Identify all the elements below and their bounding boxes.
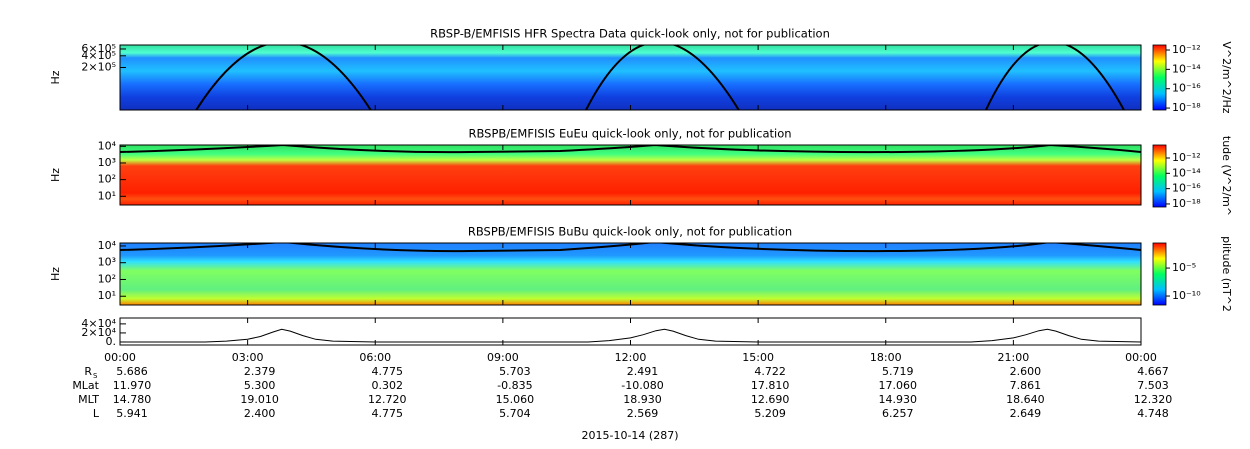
gyro-curves [195,45,1126,110]
ephemeris-value: 4.667 [1137,365,1169,378]
x-tick-label: 12:00 [615,351,647,364]
x-tick-label: 21:00 [998,351,1030,364]
y-tick-label: 10³ [98,156,116,169]
ephemeris-value: 5.941 [116,407,148,420]
ephemeris-value: 6.257 [882,407,914,420]
x-tick-label: 00:00 [1125,351,1157,364]
gyro-curves [120,243,1141,253]
y-axis-label: Hz [49,70,62,84]
ephemeris-value: 4.775 [372,365,404,378]
y-tick-label: 4×10⁴ [81,317,116,330]
y-tick-label: 10² [98,173,116,186]
ephemeris-label: L [93,407,100,420]
y-tick-label: 4×10⁵ [81,49,116,62]
ephemeris-value: 5.209 [754,407,786,420]
ephemeris-value: 2.600 [1010,365,1042,378]
spectrogram [120,243,1141,305]
colorbar-tick-label: 10⁻¹⁸ [1172,101,1201,114]
spectrogram-images [120,45,1141,305]
colorbar-label: plitude (nT^2 [1220,236,1233,312]
x-axis-label: 2015-10-14 (287) [581,429,678,442]
spectrogram [120,45,1141,110]
ephemeris-label-sub: S [93,372,98,380]
ephemeris-value: 19.010 [240,393,279,406]
ephemeris-value: 4.748 [1137,407,1169,420]
colorbar-tick-label: 10⁻¹⁰ [1172,289,1201,302]
colorbar [1152,44,1167,111]
colorbar-tick-label: 10⁻⁵ [1172,261,1196,274]
y-tick-label: 10¹ [98,289,116,302]
x-tick-label: 15:00 [742,351,774,364]
ephemeris-value: 5.300 [244,379,276,392]
panel-title: RBSP-B/EMFISIS HFR Spectra Data quick-lo… [430,27,830,41]
ephemeris-label: MLat [72,379,99,392]
ephemeris-value: 18.930 [623,393,662,406]
colorbar [1152,144,1167,208]
ephemeris-value: 0.302 [372,379,404,392]
x-tick-label: 18:00 [870,351,902,364]
ephemeris-label: MLT [78,393,99,406]
x-tick-label: 09:00 [487,351,519,364]
ephemeris-label: R [84,365,92,378]
colorbar [1152,242,1167,306]
ephemeris-value: -10.080 [621,379,663,392]
y-tick-label: 2×10⁵ [81,60,116,73]
ephemeris-value: 15.060 [496,393,535,406]
ephemeris-value: 18.640 [1006,393,1045,406]
ephemeris-value: 5.704 [499,407,531,420]
ephemeris-value: 11.970 [113,379,152,392]
ephemeris-value: 4.722 [754,365,786,378]
ephemeris-value: 14.780 [113,393,152,406]
y-axis-label: Hz [49,168,62,182]
colorbar-tick-label: 10⁻¹⁴ [1172,62,1201,75]
ephemeris-value: -0.835 [497,379,532,392]
y-tick-label: 0. [106,335,117,348]
x-tick-label: 06:00 [359,351,391,364]
colorbar-label: V^2/m^2/Hz [1220,41,1233,113]
colorbar-tick-label: 10⁻¹⁴ [1172,166,1201,179]
ephemeris-value: 7.503 [1137,379,1169,392]
ephemeris-value: 12.720 [368,393,407,406]
spectrogram [120,145,1141,205]
y-tick-label: 10⁴ [98,239,117,252]
ephemeris-value: 4.775 [372,407,404,420]
ephemeris-value: 17.060 [879,379,918,392]
ephemeris-value: 2.569 [627,407,659,420]
colorbar-tick-label: 10⁻¹² [1172,151,1201,164]
ephemeris-value: 14.930 [879,393,918,406]
ephemeris-value: 5.719 [882,365,914,378]
ephemeris-value: 7.861 [1010,379,1042,392]
ephemeris-value: 2.379 [244,365,276,378]
y-axis-label: Hz [49,267,62,281]
panel-title: RBSPB/EMFISIS EuEu quick-look only, not … [468,127,791,141]
panel-title: RBSPB/EMFISIS BuBu quick-look only, not … [468,225,792,239]
ephemeris-value: 2.491 [627,365,659,378]
ephemeris-value: 2.649 [1010,407,1042,420]
y-tick-label: 10² [98,272,116,285]
ephemeris-value: 17.810 [751,379,790,392]
y-tick-label: 10¹ [98,189,116,202]
y-tick-label: 10³ [98,256,116,269]
y-tick-label: 6×10⁵ [81,42,116,55]
ephemeris-value: 12.690 [751,393,790,406]
colorbar-label: tude (V^2/m^ [1220,136,1233,216]
ephemeris-value: 12.320 [1134,393,1173,406]
ephemeris-value: 5.686 [116,365,148,378]
colorbar-tick-label: 10⁻¹⁶ [1172,182,1201,195]
ephemeris-value: 2.400 [244,407,276,420]
line [120,328,1142,343]
ephemeris-value: 5.703 [499,365,531,378]
colorbar-tick-label: 10⁻¹² [1172,43,1201,56]
x-tick-label: 03:00 [232,351,264,364]
colorbar-tick-label: 10⁻¹⁸ [1172,197,1201,210]
x-tick-label: 00:00 [104,351,136,364]
colorbar-tick-label: 10⁻¹⁶ [1172,82,1201,95]
y-tick-label: 2×10⁴ [81,326,116,339]
y-tick-label: 10⁴ [98,139,117,152]
